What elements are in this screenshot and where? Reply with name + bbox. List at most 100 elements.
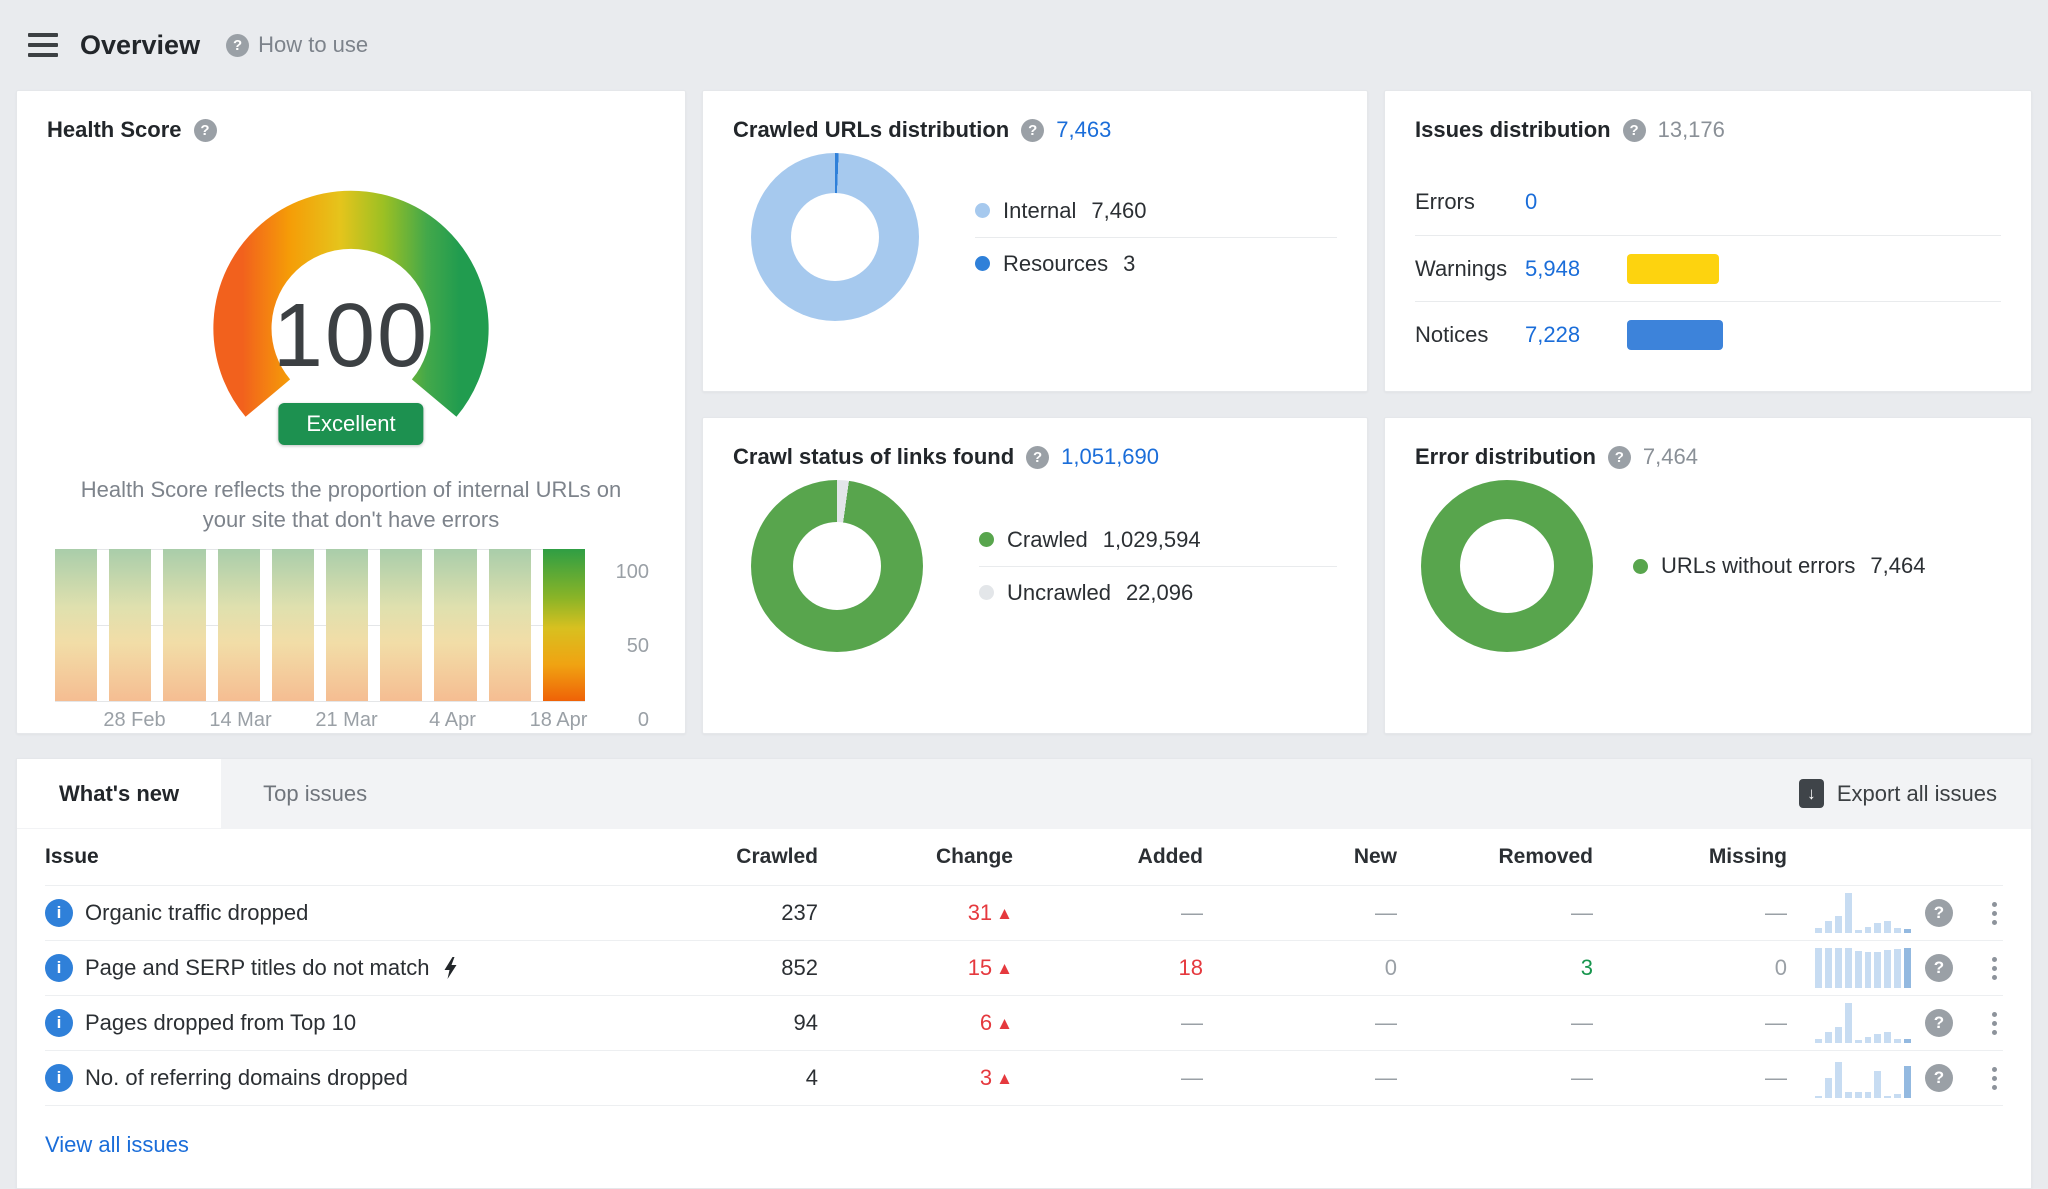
issue-link[interactable]: Pages dropped from Top 10 (85, 1010, 673, 1036)
added-value: — (1013, 1010, 1203, 1036)
legend-value: 1,029,594 (1103, 527, 1201, 553)
card-health-score: Health Score ? (16, 90, 686, 734)
urls-without-errors-dot-icon (1633, 559, 1648, 574)
help-icon[interactable]: ? (1026, 446, 1049, 469)
up-triangle-icon: ▲ (996, 904, 1013, 923)
card-crawled-urls-distribution: Crawled URLs distribution ? 7,463 Intern… (702, 90, 1368, 392)
card-title: Issues distribution (1415, 117, 1611, 143)
legend-label: Resources (1003, 251, 1108, 277)
legend-item: Resources 3 (975, 237, 1337, 290)
card-title: Health Score (47, 117, 182, 143)
legend-label: Crawled (1007, 527, 1088, 553)
warnings-row: Warnings 5,948 (1415, 235, 2001, 301)
added-value: — (1013, 1065, 1203, 1091)
notices-bar (1627, 320, 1723, 350)
kebab-menu-icon[interactable] (1986, 898, 2003, 929)
issue-link[interactable]: Organic traffic dropped (85, 900, 673, 926)
removed-value: — (1397, 1010, 1593, 1036)
removed-value: — (1397, 900, 1593, 926)
change-value: 6▲ (818, 1010, 1013, 1036)
issue-link[interactable]: No. of referring domains dropped (85, 1065, 673, 1091)
trend-y-axis: 100 50 0 (585, 549, 649, 701)
row-label: Warnings (1415, 256, 1525, 282)
trend-x-axis: 28 Feb 14 Mar 21 Mar 4 Apr 18 Apr (55, 709, 585, 735)
card-error-distribution: Error distribution ? 7,464 URLs without … (1384, 417, 2032, 734)
col-added: Added (1013, 845, 1203, 869)
crawled-urls-donut-chart (751, 153, 919, 321)
missing-value: — (1593, 1010, 1787, 1036)
info-icon[interactable]: i (45, 1064, 73, 1092)
error-distribution-legend: URLs without errors 7,464 (1633, 540, 2001, 592)
table-row: i No. of referring domains dropped 4 3▲ … (45, 1050, 2003, 1105)
crawled-urls-total-link[interactable]: 7,463 (1056, 117, 1111, 143)
help-icon[interactable]: ? (1021, 119, 1044, 142)
health-score-gauge: 100 Excellent (170, 181, 532, 433)
col-removed: Removed (1397, 845, 1593, 869)
help-icon[interactable]: ? (1925, 954, 1953, 982)
export-label: Export all issues (1837, 781, 1997, 807)
x-tick-label: 18 Apr (530, 709, 588, 732)
change-value: 15▲ (818, 955, 1013, 981)
change-value: 3▲ (818, 1065, 1013, 1091)
col-issue: Issue (45, 845, 673, 869)
help-icon[interactable]: ? (1925, 1009, 1953, 1037)
lightning-bolt-icon (443, 957, 458, 979)
crawled-dot-icon (979, 532, 994, 547)
errors-count-link[interactable]: 0 (1525, 189, 1601, 215)
help-icon[interactable]: ? (194, 119, 217, 142)
kebab-menu-icon[interactable] (1986, 953, 2003, 984)
up-triangle-icon: ▲ (996, 1014, 1013, 1033)
issue-sparkline-chart (1815, 1058, 1911, 1098)
top-bar: Overview ? How to use (0, 0, 2048, 90)
help-icon[interactable]: ? (1608, 446, 1631, 469)
hamburger-menu-icon[interactable] (28, 33, 58, 57)
tab-top-issues[interactable]: Top issues (221, 759, 409, 828)
col-missing: Missing (1593, 845, 1787, 869)
issue-sparkline-chart (1815, 893, 1911, 933)
up-triangle-icon: ▲ (996, 1069, 1013, 1088)
legend-label: Uncrawled (1007, 580, 1111, 606)
help-icon[interactable]: ? (1925, 899, 1953, 927)
row-label: Notices (1415, 322, 1525, 348)
issue-label: Organic traffic dropped (85, 900, 308, 926)
legend-value: 7,464 (1870, 553, 1925, 579)
info-icon[interactable]: i (45, 954, 73, 982)
info-icon[interactable]: i (45, 1009, 73, 1037)
card-crawl-status: Crawl status of links found ? 1,051,690 … (702, 417, 1368, 734)
kebab-menu-icon[interactable] (1986, 1063, 2003, 1094)
card-issues-distribution: Issues distribution ? 13,176 Errors 0 Wa… (1384, 90, 2032, 392)
help-icon[interactable]: ? (1623, 119, 1646, 142)
trend-bar-current (543, 549, 585, 701)
help-icon[interactable]: ? (1925, 1064, 1953, 1092)
legend-label: Internal (1003, 198, 1076, 224)
view-all-issues-link[interactable]: View all issues (45, 1132, 189, 1157)
notices-count-link[interactable]: 7,228 (1525, 322, 1601, 348)
links-found-total-link[interactable]: 1,051,690 (1061, 444, 1159, 470)
crawl-status-donut-chart (751, 480, 923, 652)
crawled-value: 94 (673, 1010, 818, 1036)
info-icon[interactable]: i (45, 899, 73, 927)
crawled-urls-legend: Internal 7,460 Resources 3 (975, 185, 1337, 290)
added-value: — (1013, 900, 1203, 926)
x-tick-label: 4 Apr (429, 709, 476, 732)
crawled-value: 852 (673, 955, 818, 981)
resources-dot-icon (975, 256, 990, 271)
uncrawled-dot-icon (979, 585, 994, 600)
legend-value: 3 (1123, 251, 1135, 277)
export-all-issues-button[interactable]: ↓ Export all issues (1765, 759, 2031, 828)
new-value: 0 (1203, 955, 1397, 981)
error-distribution-total: 7,464 (1643, 444, 1698, 470)
legend-value: 7,460 (1091, 198, 1146, 224)
how-to-use-link[interactable]: ? How to use (226, 32, 368, 58)
tab-whats-new[interactable]: What's new (17, 759, 221, 828)
error-distribution-donut-chart (1421, 480, 1593, 652)
issue-link[interactable]: Page and SERP titles do not match (85, 955, 673, 981)
new-value: — (1203, 1010, 1397, 1036)
y-tick-label: 100 (616, 561, 649, 584)
missing-value: 0 (1593, 955, 1787, 981)
table-row: i Pages dropped from Top 10 94 6▲ — — — … (45, 995, 2003, 1050)
card-title: Crawled URLs distribution (733, 117, 1009, 143)
warnings-count-link[interactable]: 5,948 (1525, 256, 1601, 282)
up-triangle-icon: ▲ (996, 959, 1013, 978)
kebab-menu-icon[interactable] (1986, 1008, 2003, 1039)
